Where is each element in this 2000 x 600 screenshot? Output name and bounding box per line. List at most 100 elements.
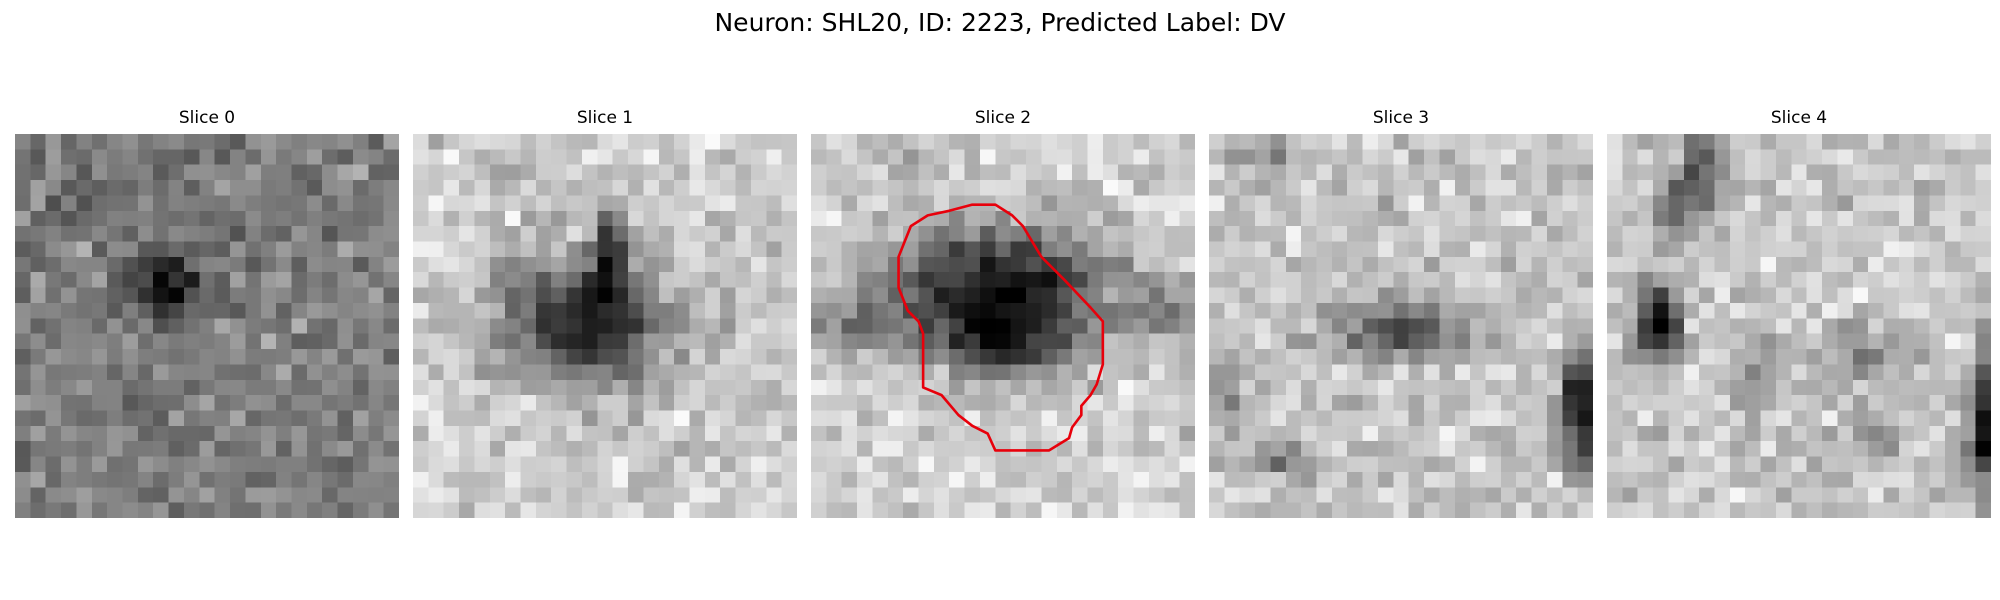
pixel [1683,134,1700,150]
pixel [566,410,583,427]
pixel [1285,471,1302,488]
pixel [857,502,873,518]
pixel [413,487,429,503]
pixel [1347,134,1363,150]
pixel [137,364,154,381]
pixel [841,149,858,166]
pixel [720,456,736,473]
pixel [704,502,721,518]
pixel [1622,441,1639,457]
pixel [1485,364,1502,381]
pixel [520,349,537,365]
pixel [1362,272,1379,288]
pixel [505,134,521,150]
pixel [199,134,215,150]
pixel [1806,164,1823,181]
pixel [1285,349,1302,365]
pixel [1164,364,1180,381]
pixel [1944,318,1961,334]
pixel [658,333,675,350]
pixel [1516,164,1532,181]
pixel [1500,226,1517,242]
pixel [551,425,567,442]
pixel [1301,441,1317,457]
pixel [76,364,93,381]
pixel [1653,149,1669,166]
pixel [383,241,399,258]
pixel [1316,272,1333,288]
pixel [489,302,506,319]
pixel [520,226,537,242]
pixel [1393,379,1409,396]
pixel [1822,441,1838,457]
pixel [1516,349,1532,365]
pixel [628,502,644,518]
pixel [183,195,200,212]
pixel [811,164,827,181]
pixel [1133,272,1150,288]
pixel [1285,272,1302,288]
pixel [183,272,200,288]
pixel [841,425,858,442]
pixel [45,318,62,334]
pixel [581,195,598,212]
pixel [1683,272,1700,288]
pixel [766,333,782,350]
pixel [76,395,93,411]
pixel [628,180,644,196]
pixel [1331,425,1348,442]
pixel [76,302,93,319]
pixel [1393,441,1409,457]
pixel [643,502,660,518]
pixel [1255,287,1271,304]
pixel [1975,287,1991,304]
pixel [1148,425,1165,442]
pixel [612,379,629,396]
pixel [1822,456,1838,473]
pixel [443,180,460,196]
slice-title: Slice 0 [178,108,236,128]
pixel [1714,164,1731,181]
pixel [1760,379,1777,396]
pixel [1331,302,1348,319]
pixel [628,349,644,365]
pixel [1102,149,1119,166]
pixel [459,241,475,258]
pixel [1362,471,1379,488]
pixel [979,471,996,488]
pixel [276,195,292,212]
pixel [306,134,323,150]
pixel [689,164,706,181]
pixel [489,471,506,488]
pixel [15,164,31,181]
pixel [1439,502,1456,518]
pixel [918,241,935,258]
pixel [245,302,262,319]
pixel [1072,180,1088,196]
pixel [1485,379,1502,396]
pixel [443,364,460,381]
pixel [1056,302,1073,319]
pixel [1806,502,1823,518]
pixel [1929,379,1946,396]
pixel [153,333,169,350]
pixel [1837,364,1854,381]
pixel [949,364,965,381]
pixel [107,134,123,150]
pixel [1806,241,1823,258]
pixel [245,441,262,457]
pixel [1148,471,1165,488]
pixel [489,272,506,288]
pixel [781,287,797,304]
pixel [1041,425,1058,442]
pixel [826,502,843,518]
pixel [383,210,399,227]
pixel [841,241,858,258]
pixel [1868,149,1884,166]
pixel [612,364,629,381]
pixel [1668,149,1685,166]
pixel [826,349,843,365]
pixel [766,256,782,273]
pixel [1179,164,1195,181]
pixel [1852,318,1869,334]
